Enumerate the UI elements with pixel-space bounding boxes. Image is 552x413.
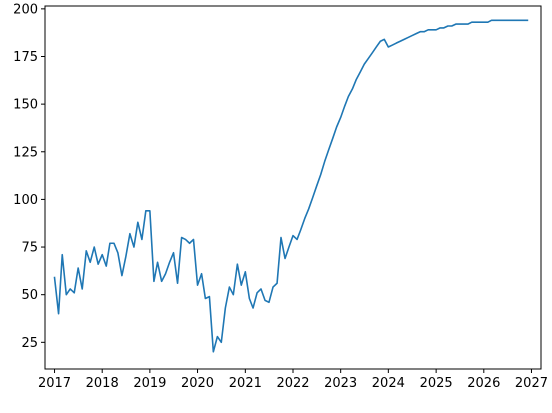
x-tick-label: 2019 (133, 376, 166, 391)
x-axis: 2017 2018 2019 2020 2021 2022 2023 2024 2025 2026… (38, 369, 548, 391)
x-tick-label: 2018 (86, 376, 119, 391)
x-tick-label: 2027 (515, 376, 548, 391)
plot-area (53, 19, 529, 353)
y-tick-label: 75 (21, 241, 38, 256)
y-tick-label: 200 (13, 2, 38, 17)
y-axis: 25 50 75 100 125 150 175 200 (13, 2, 45, 351)
y-tick-label: 175 (13, 50, 38, 65)
y-tick-label: 25 (21, 336, 38, 351)
y-tick-label: 150 (13, 98, 38, 113)
axes-frame (44, 5, 542, 370)
x-tick-label: 2017 (38, 376, 71, 391)
y-tick-label: 125 (13, 145, 38, 160)
y-tick-label: 100 (13, 193, 38, 208)
series-line (53, 19, 529, 353)
x-tick-label: 2020 (181, 376, 214, 391)
x-tick-label: 2024 (372, 376, 405, 391)
x-tick-label: 2025 (420, 376, 453, 391)
x-tick-label: 2026 (467, 376, 500, 391)
x-tick-label: 2022 (276, 376, 309, 391)
x-tick-label: 2023 (324, 376, 357, 391)
y-tick-label: 50 (21, 288, 38, 303)
x-tick-label: 2021 (229, 376, 262, 391)
